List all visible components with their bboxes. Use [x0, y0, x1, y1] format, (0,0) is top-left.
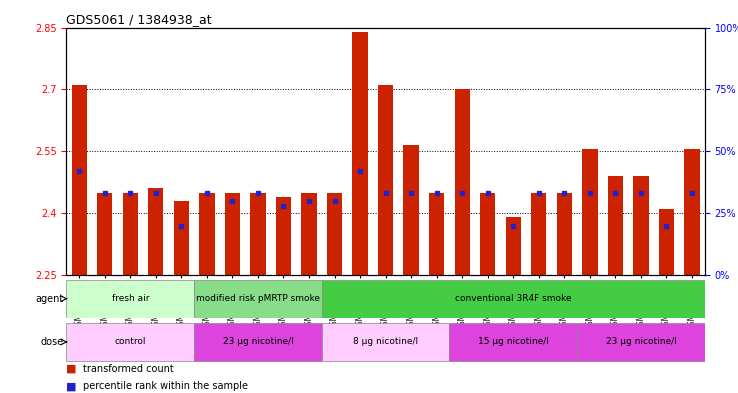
Bar: [577, 323, 705, 361]
Text: fresh air: fresh air: [111, 294, 149, 303]
Bar: [556, 193, 572, 275]
Text: ■: ■: [66, 364, 77, 373]
Bar: [531, 193, 546, 275]
Bar: [608, 176, 623, 275]
Bar: [194, 323, 322, 361]
Bar: [322, 323, 449, 361]
Bar: [250, 193, 266, 275]
Bar: [684, 149, 700, 275]
Bar: [506, 217, 521, 275]
Text: GDS5061 / 1384938_at: GDS5061 / 1384938_at: [66, 13, 212, 26]
Bar: [429, 193, 444, 275]
Text: percentile rank within the sample: percentile rank within the sample: [83, 381, 248, 391]
Bar: [455, 89, 470, 275]
Bar: [659, 209, 674, 275]
Bar: [66, 280, 194, 318]
Text: 15 μg nicotine/l: 15 μg nicotine/l: [477, 338, 549, 346]
Bar: [148, 188, 163, 275]
Bar: [173, 201, 189, 275]
Text: conventional 3R4F smoke: conventional 3R4F smoke: [455, 294, 571, 303]
Bar: [199, 193, 215, 275]
Bar: [276, 196, 291, 275]
Bar: [633, 176, 649, 275]
Bar: [404, 145, 418, 275]
Bar: [449, 323, 577, 361]
Bar: [322, 280, 705, 318]
Text: ■: ■: [66, 381, 77, 391]
Bar: [72, 85, 87, 275]
Bar: [327, 193, 342, 275]
Bar: [97, 193, 112, 275]
Bar: [378, 85, 393, 275]
Bar: [480, 193, 495, 275]
Text: agent: agent: [35, 294, 63, 304]
Bar: [301, 193, 317, 275]
Text: 8 μg nicotine/l: 8 μg nicotine/l: [353, 338, 418, 346]
Text: dose: dose: [40, 337, 63, 347]
Text: 23 μg nicotine/l: 23 μg nicotine/l: [223, 338, 293, 346]
Bar: [225, 193, 240, 275]
Text: control: control: [114, 338, 146, 346]
Text: modified risk pMRTP smoke: modified risk pMRTP smoke: [196, 294, 320, 303]
Text: 23 μg nicotine/l: 23 μg nicotine/l: [606, 338, 676, 346]
Bar: [194, 280, 322, 318]
Bar: [353, 31, 368, 275]
Bar: [123, 193, 138, 275]
Bar: [582, 149, 598, 275]
Text: transformed count: transformed count: [83, 364, 173, 373]
Bar: [66, 323, 194, 361]
